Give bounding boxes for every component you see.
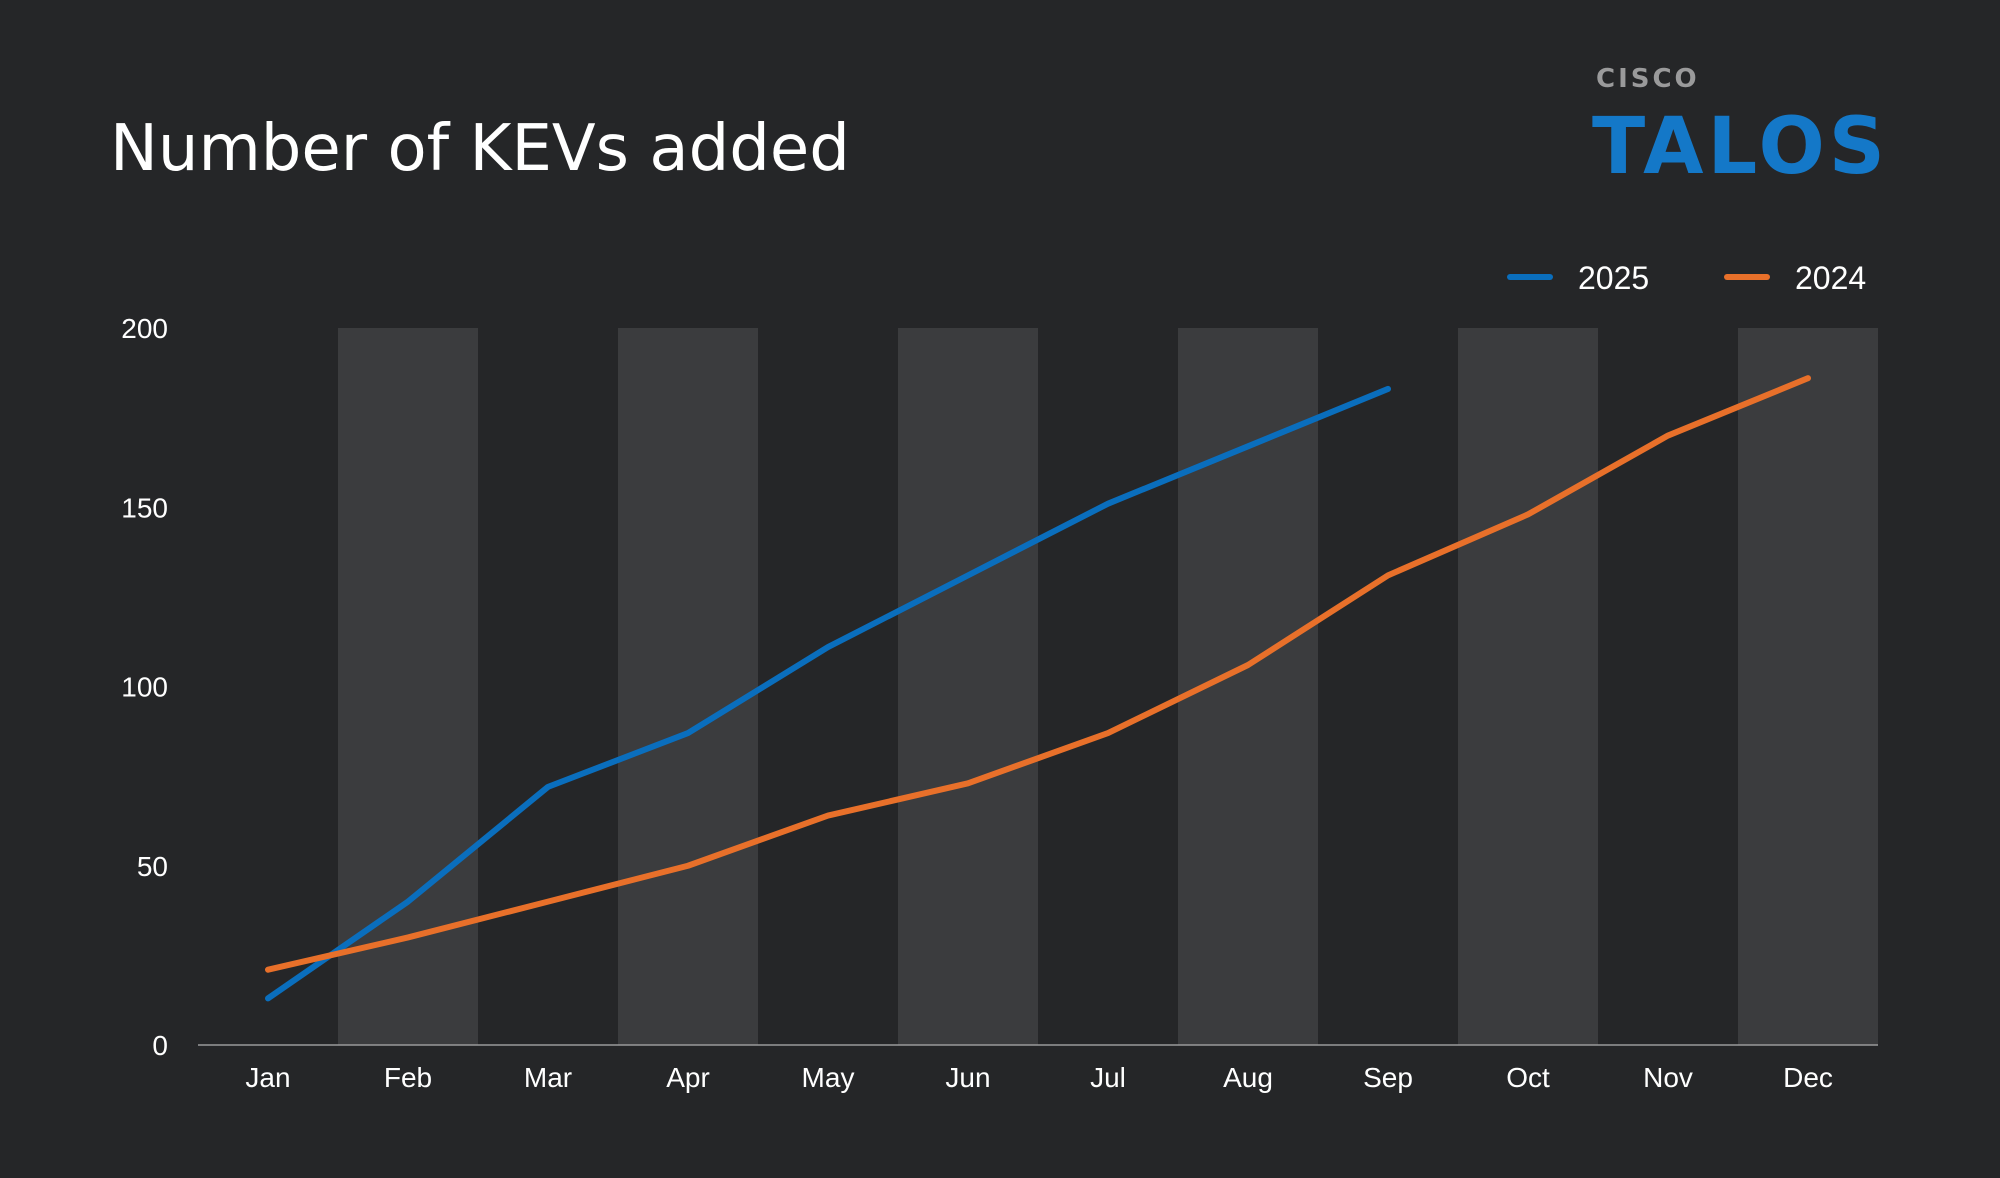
legend-label: 2024 bbox=[1795, 260, 1866, 296]
x-tick-label: May bbox=[802, 1062, 855, 1093]
x-tick-label: Dec bbox=[1783, 1062, 1833, 1093]
x-tick-label: Apr bbox=[666, 1062, 710, 1093]
series-line-2024 bbox=[265, 375, 1811, 973]
column-band bbox=[1458, 328, 1598, 1045]
column-band bbox=[1738, 328, 1878, 1045]
column-band bbox=[618, 328, 758, 1045]
x-tick-label: Oct bbox=[1506, 1062, 1550, 1093]
y-tick-label: 50 bbox=[137, 851, 168, 882]
x-tick-label: Sep bbox=[1363, 1062, 1413, 1093]
column-band bbox=[898, 328, 1038, 1045]
y-tick-label: 0 bbox=[152, 1030, 168, 1061]
x-tick-label: Jul bbox=[1090, 1062, 1126, 1093]
logo-talos-text: TALOS bbox=[1592, 102, 1889, 192]
x-tick-label: Mar bbox=[524, 1062, 572, 1093]
y-tick-label: 150 bbox=[121, 492, 168, 523]
x-tick-label: Jan bbox=[245, 1062, 290, 1093]
logo-cisco-text: CISCO bbox=[1596, 64, 1700, 94]
x-tick-label: Jun bbox=[945, 1062, 990, 1093]
chart-title: Number of KEVs added bbox=[110, 112, 850, 186]
x-tick-label: Nov bbox=[1643, 1062, 1693, 1093]
y-tick-label: 200 bbox=[121, 313, 168, 344]
legend-label: 2025 bbox=[1578, 260, 1649, 296]
y-tick-label: 100 bbox=[121, 672, 168, 703]
x-tick-label: Aug bbox=[1223, 1062, 1273, 1093]
x-tick-label: Feb bbox=[384, 1062, 432, 1093]
